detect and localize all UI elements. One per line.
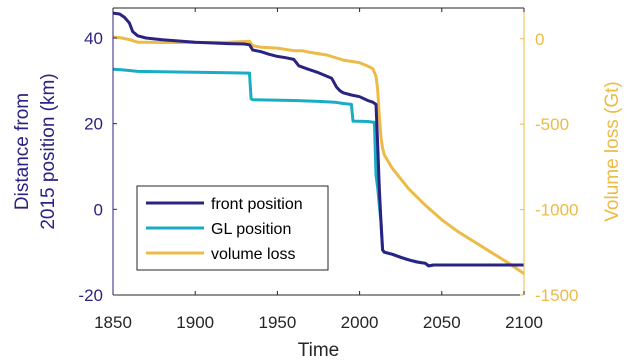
- axis-ticks: 1850 1900 1950 2000 2050 2100 -20 0 20 40 -1500 -10…: [78, 8, 578, 332]
- x-tick-label: 2050: [423, 313, 461, 332]
- axes-frame: [112, 7, 525, 296]
- x-tick-label: 1900: [176, 313, 214, 332]
- legend-label: GL position: [211, 221, 291, 238]
- axis-labels: Time Distance from 2015 position (km) Volum…: [12, 73, 623, 361]
- left-tick-label: 20: [84, 115, 103, 134]
- legend: front position GL position volume loss: [136, 185, 329, 271]
- series-lines: [112, 11, 525, 275]
- left-tick-label: 40: [84, 29, 103, 48]
- x-tick-label: 2100: [505, 313, 543, 332]
- legend-label: front position: [211, 196, 303, 213]
- legend-label: volume loss: [211, 246, 295, 263]
- x-tick-label: 1850: [94, 313, 132, 332]
- left-tick-label: 0: [94, 200, 103, 219]
- right-tick-label: -500: [535, 115, 569, 134]
- right-tick-label: -1000: [535, 201, 578, 220]
- right-axis-label: Volume loss (Gt): [602, 81, 623, 221]
- series-line-front-position: [112, 11, 524, 268]
- left-axis-label-line: 2015 position (km): [38, 73, 59, 229]
- x-tick-label: 2000: [341, 313, 379, 332]
- left-tick-label: -20: [78, 286, 103, 305]
- left-axis-label-line: Distance from: [12, 93, 33, 210]
- x-axis-label: Time: [298, 340, 340, 361]
- x-tick-label: 1950: [258, 313, 296, 332]
- right-tick-label: -1500: [535, 286, 578, 305]
- right-tick-label: 0: [535, 30, 544, 49]
- left-axis-label: Distance from 2015 position (km): [12, 73, 59, 229]
